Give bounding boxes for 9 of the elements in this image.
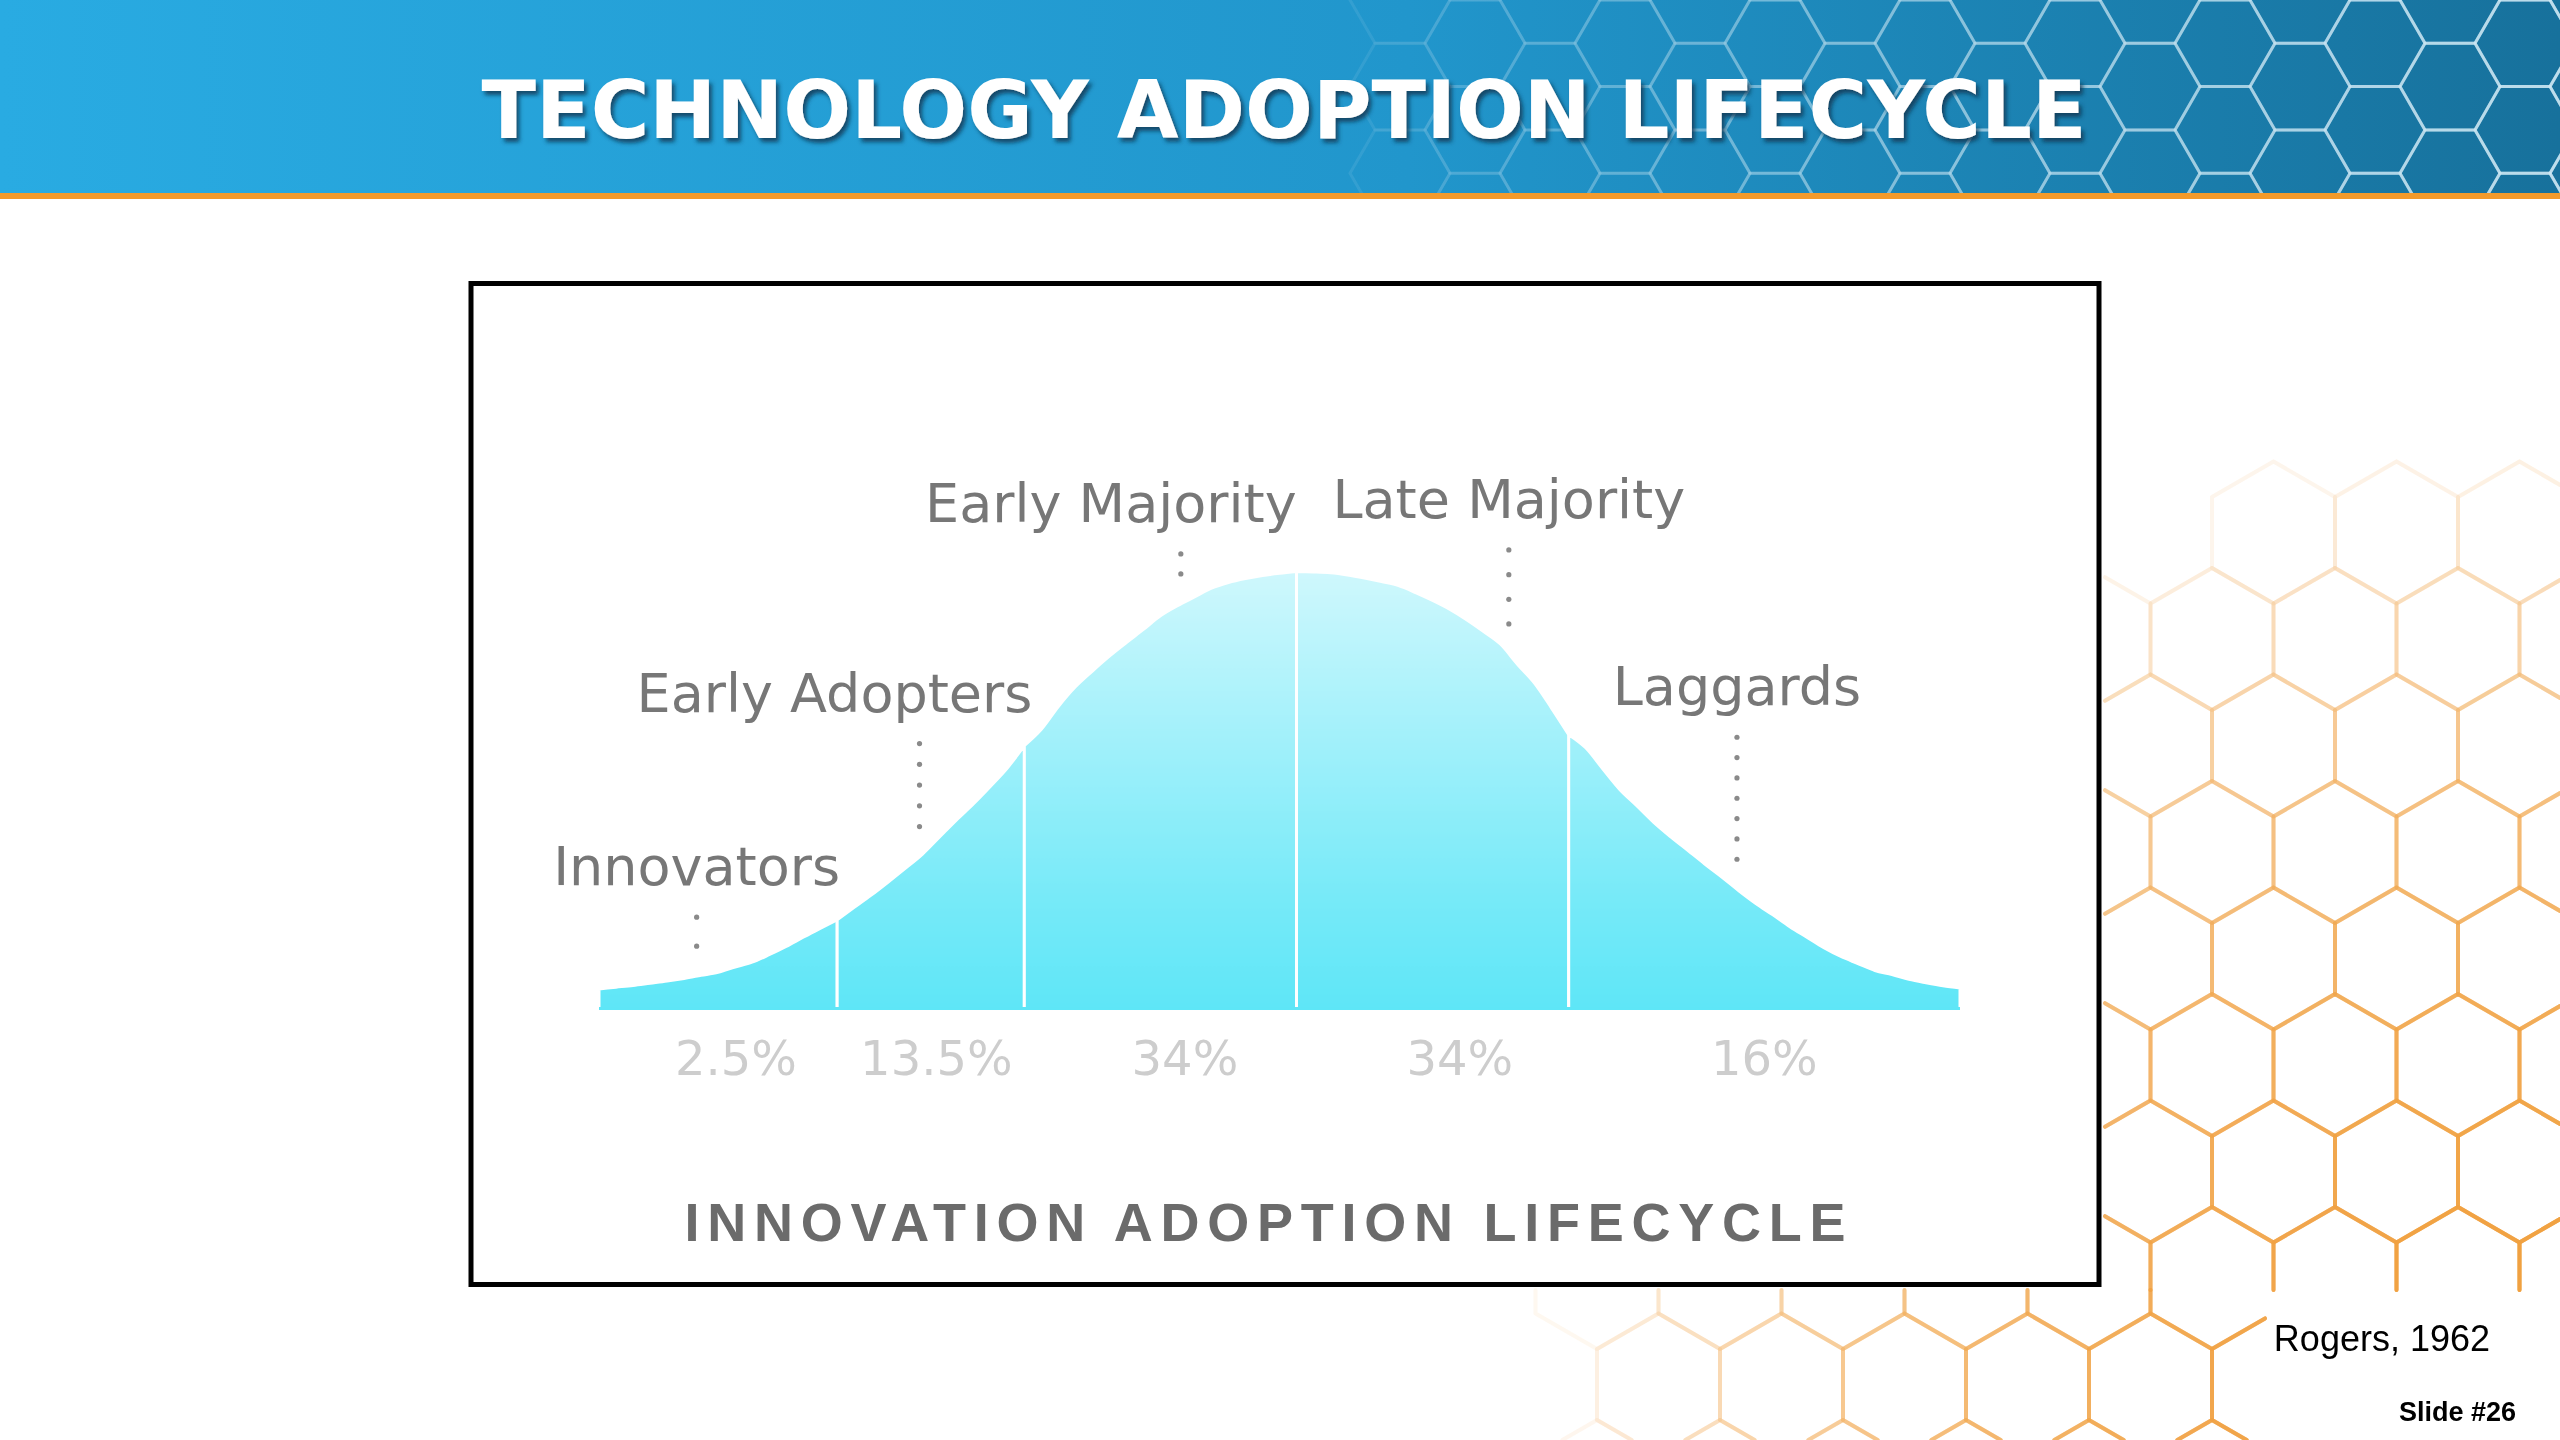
chart-title: TECHNOLOGY ADOPTION LIFECYCLE	[481, 64, 2088, 157]
series-label: Early Majority	[925, 471, 1297, 535]
series-label: Early Adopters	[636, 661, 1033, 725]
text: Slide #26	[2398, 1397, 2516, 1427]
series-label: Late Majority	[1332, 467, 1686, 531]
series-label: Laggards	[1612, 655, 1862, 719]
text: INNOVATION ADOPTION LIFECYCLE	[684, 1192, 1846, 1252]
series-label: Innovators	[553, 835, 841, 899]
text: Rogers, 1962	[2273, 1318, 2490, 1359]
